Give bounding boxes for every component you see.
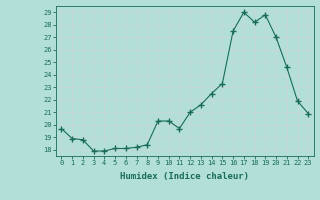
X-axis label: Humidex (Indice chaleur): Humidex (Indice chaleur) [120, 172, 249, 181]
